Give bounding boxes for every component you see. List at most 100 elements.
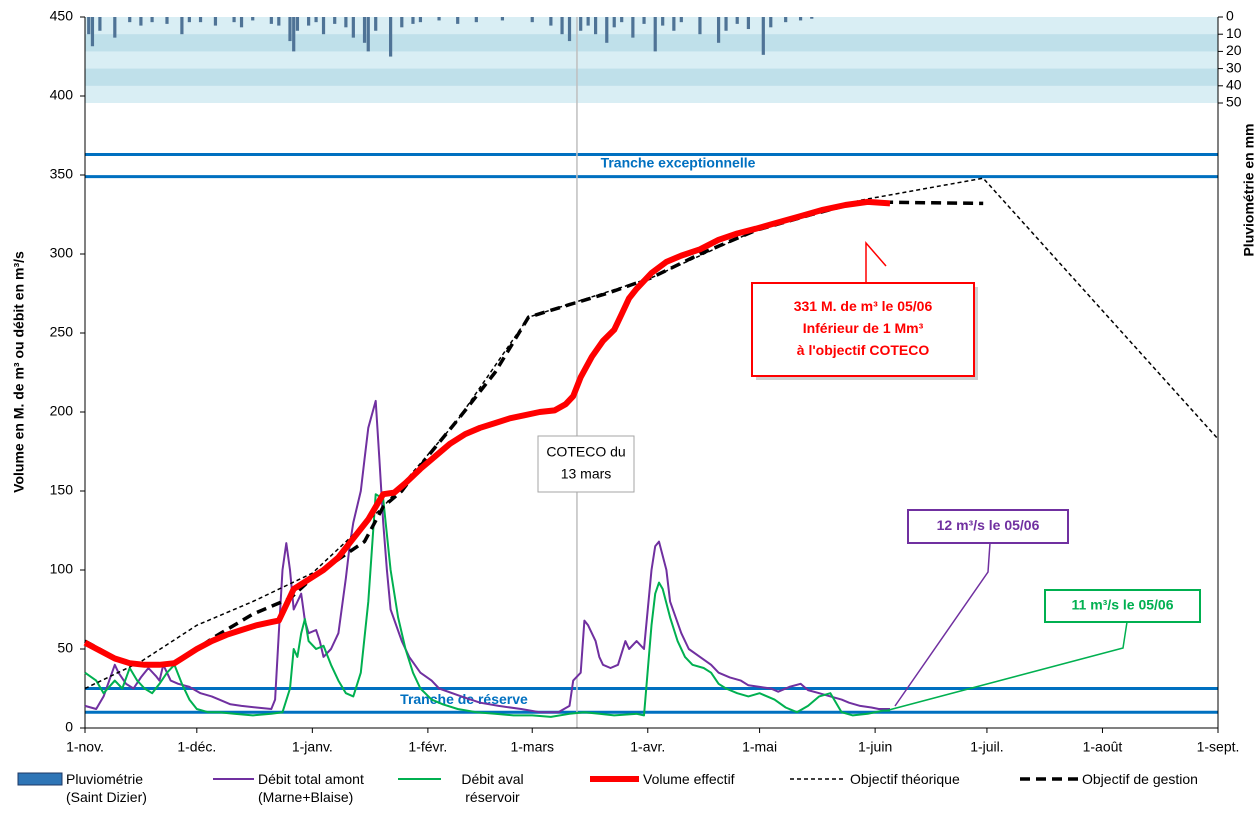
rain-bar — [113, 17, 117, 38]
x-tick-label: 1-juin — [858, 739, 892, 755]
y-tick-label: 150 — [50, 482, 74, 498]
x-tick-label: 1-févr. — [408, 739, 447, 755]
rain-bar — [620, 17, 624, 23]
rain-bar — [362, 17, 367, 43]
y2-tick-label: 0 — [1226, 8, 1234, 24]
rain-bar — [98, 17, 102, 31]
y2-axis-label: Pluviométrie en mm — [1241, 123, 1257, 256]
rain-bar — [586, 17, 590, 26]
y-axis-label: Volume en M. de m³ ou débit en m³/s — [11, 251, 27, 493]
legend-label: Objectif théorique — [850, 771, 960, 787]
y2-tick-label: 10 — [1226, 25, 1242, 41]
series-line — [84, 493, 890, 718]
rain-bar — [292, 17, 296, 52]
y-tick-label: 0 — [65, 719, 73, 735]
rain-bar — [456, 17, 460, 24]
rain-bar — [344, 17, 348, 28]
y-tick-label: 200 — [50, 403, 74, 419]
rain-bar — [307, 17, 311, 26]
y-tick-label: 250 — [50, 324, 74, 340]
rain-band — [85, 17, 1218, 103]
legend-swatch — [17, 772, 63, 786]
annotation-box — [1044, 589, 1201, 623]
reference-label: Tranche exceptionnelle — [601, 154, 756, 170]
x-tick-label: 1-janv. — [292, 739, 333, 755]
y-tick-label: 300 — [50, 245, 74, 261]
rain-bar — [612, 17, 616, 28]
rain-bar — [530, 17, 534, 23]
rain-band-stripe — [85, 34, 1218, 52]
rain-bar — [593, 17, 598, 35]
x-tick-label: 1-avr. — [630, 739, 665, 755]
y-tick-label: 50 — [57, 640, 73, 656]
x-tick-label: 1-août — [1083, 739, 1123, 755]
rain-bar — [500, 17, 505, 21]
rain-bar — [90, 17, 95, 47]
annotation-text: COTECO du — [546, 444, 625, 460]
rain-bar — [437, 17, 441, 21]
rain-bar — [810, 17, 814, 19]
rain-bar — [661, 17, 665, 26]
rain-bar — [679, 17, 683, 23]
series-line — [84, 399, 890, 714]
rain-bar — [746, 17, 751, 30]
annotation-leader — [865, 240, 887, 283]
rain-bar — [232, 17, 236, 23]
rain-bar — [761, 17, 765, 55]
y-tick-label: 400 — [50, 87, 74, 103]
rain-bar — [769, 17, 773, 28]
y-tick-label: 450 — [50, 8, 74, 24]
annotation-leader — [884, 621, 1128, 712]
annotation-box — [537, 435, 635, 493]
annotation-box — [751, 282, 975, 377]
rain-bar — [631, 17, 635, 38]
rain-bar — [333, 17, 337, 24]
y2-tick-label: 30 — [1226, 59, 1242, 75]
legend-label: Débit total amont (Marne+Blaise) — [258, 771, 364, 805]
x-tick-label: 1-juil. — [970, 739, 1003, 755]
series-line — [83, 198, 891, 668]
y-tick-label: 350 — [50, 166, 74, 182]
rain-bar — [295, 17, 300, 31]
y2-tick-label: 40 — [1226, 77, 1242, 93]
rain-bar — [128, 17, 132, 23]
rain-bar — [374, 17, 378, 31]
y2-tick-label: 20 — [1226, 42, 1242, 58]
legend-label: Objectif de gestion — [1082, 771, 1198, 787]
rain-bar — [366, 17, 370, 52]
rain-bar — [605, 17, 609, 43]
rain-bar — [474, 17, 478, 23]
rain-bar — [288, 17, 292, 42]
rain-bar — [87, 17, 91, 35]
x-tick-label: 1-nov. — [66, 739, 104, 755]
y2-tick-label: 50 — [1226, 94, 1242, 110]
rain-bar — [698, 17, 702, 35]
annotation-text: 331 M. de m³ le 05/06 — [794, 298, 933, 314]
rain-bar — [549, 17, 553, 26]
annotation-text: Inférieur de 1 Mm³ — [803, 320, 924, 336]
series-line — [84, 200, 984, 667]
y-tick-label: 100 — [50, 561, 74, 577]
rain-bar — [798, 17, 803, 21]
rain-bar — [139, 17, 143, 26]
reference-label: Tranche de réserve — [400, 691, 528, 707]
series-line — [84, 177, 1219, 690]
rain-bar — [187, 17, 191, 23]
x-tick-label: 1-sept. — [1197, 739, 1240, 755]
rain-bar — [653, 17, 657, 52]
rain-bar — [165, 17, 169, 24]
rain-bar — [351, 17, 355, 38]
rain-bar — [567, 17, 572, 42]
rain-bar — [716, 17, 721, 43]
x-tick-label: 1-déc. — [177, 739, 216, 755]
annotation-text: 13 mars — [561, 466, 612, 482]
rain-bar — [579, 17, 583, 31]
rain-bar — [389, 17, 393, 57]
rain-bar — [150, 17, 154, 23]
rain-bar — [724, 17, 728, 31]
rain-bar — [314, 17, 318, 23]
rain-bar — [277, 17, 281, 26]
annotation-box — [907, 509, 1069, 544]
